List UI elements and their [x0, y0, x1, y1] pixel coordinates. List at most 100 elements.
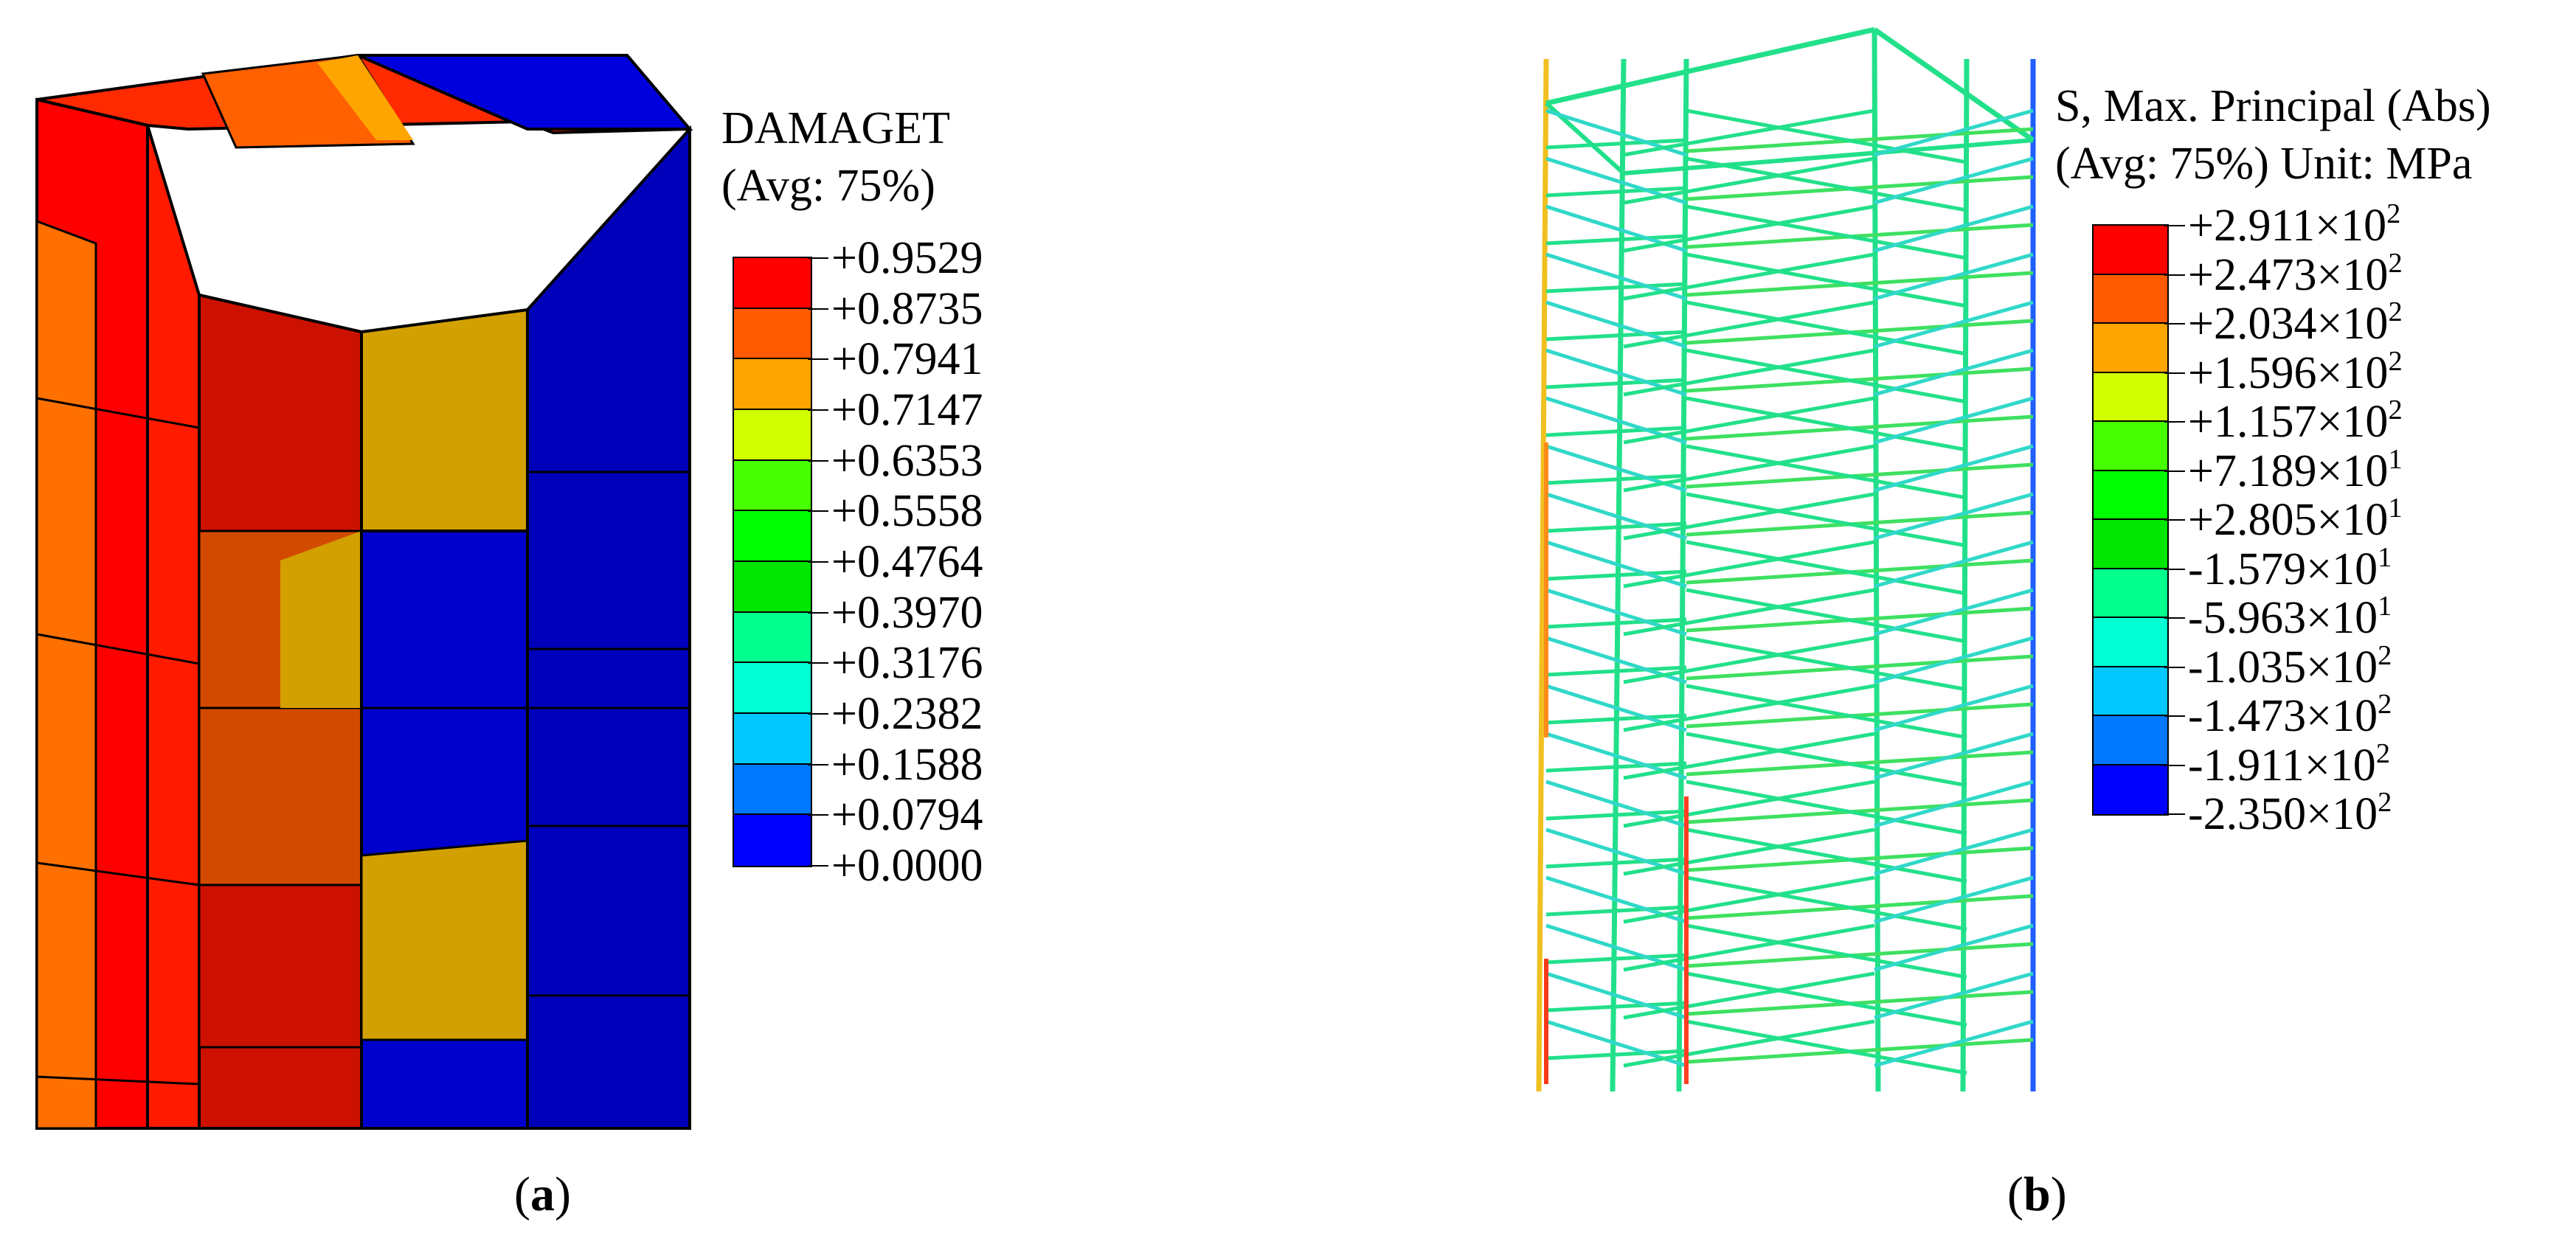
lattice-member: [1874, 827, 2034, 876]
legend-tick-line: [2164, 617, 2185, 619]
lattice-member: [1686, 1019, 1967, 1075]
lattice-member: [1686, 319, 2034, 345]
legend-swatch: [734, 359, 811, 410]
legend-tick-line: [808, 358, 828, 361]
lattice-member: [1623, 732, 1875, 780]
lattice-member: [1686, 702, 2034, 729]
lattice-member: [1686, 606, 2034, 633]
legend-tick-line: [808, 308, 828, 310]
legend-swatch: [2094, 569, 2167, 618]
lattice-member: [1874, 444, 2034, 493]
legend-tick-label: +0.7941: [831, 334, 983, 385]
lattice-member: [1545, 426, 1687, 437]
legend-swatch: [2094, 372, 2167, 422]
lattice-member: [1874, 540, 2034, 589]
legend-swatch: [734, 561, 811, 613]
legend-tick-label: +2.473×102: [2188, 247, 2403, 300]
legend-swatch: [2094, 422, 2167, 471]
legend-tick-label: +0.3970: [831, 587, 983, 638]
lattice-member: [1874, 971, 2034, 1020]
lattice-member: [1623, 348, 1875, 397]
lattice-member: [1874, 156, 2034, 205]
legend-tick-label: -1.035×102: [2188, 639, 2392, 692]
lattice-member: [1545, 617, 1687, 629]
lattice-member: [1545, 27, 1875, 106]
legend-swatch: [734, 612, 811, 664]
legend-tick-line: [808, 510, 828, 513]
legend-tick-line: [2164, 764, 2185, 766]
legend-tick-label: +0.1588: [831, 739, 983, 790]
lattice-member: [1686, 750, 2034, 777]
lattice-member: [1686, 444, 1967, 500]
legend-tick-label: -2.350×102: [2188, 787, 2392, 839]
legend-swatch: [734, 815, 811, 866]
panel-b-letter: b: [2023, 1167, 2051, 1221]
legend-tick-label: +0.8735: [831, 283, 983, 334]
lattice-member: [1874, 923, 2034, 972]
lattice-member: [1545, 1049, 1687, 1060]
legend-a-colorbar: [733, 257, 812, 867]
panel-b: S, Max. Principal (Abs) (Avg: 75%) Unit:…: [1288, 0, 2576, 1236]
stress-lattice-frame: [1536, 27, 2036, 1092]
legend-tick-label: +0.3176: [831, 638, 983, 689]
legend-tick-label: +1.157×102: [2188, 395, 2403, 447]
lattice-member: [1545, 713, 1687, 725]
lattice-member: [1545, 1001, 1687, 1013]
legend-tick-label: +2.034×102: [2188, 296, 2403, 349]
legend-b-title: S, Max. Principal (Abs) (Avg: 75%) Unit:…: [2055, 77, 2491, 192]
lattice-member: [1686, 414, 2034, 441]
legend-tick-label: -1.473×102: [2188, 689, 2392, 741]
legend-tick-label: +2.805×101: [2188, 493, 2403, 545]
legend-tick-label: +0.7147: [831, 385, 983, 435]
legend-tick-label: +7.189×101: [2188, 443, 2403, 496]
lattice-member: [1623, 204, 1875, 253]
legend-tick-line: [2164, 519, 2185, 521]
legend-tick-line: [2164, 715, 2185, 717]
lattice-member: [1872, 27, 2035, 142]
lattice-member: [1686, 971, 1967, 1027]
lattice-member: [1686, 798, 2034, 824]
lattice-member: [1686, 348, 1967, 404]
panel-a-letter: a: [530, 1167, 555, 1221]
lattice-member: [1686, 492, 1967, 548]
lattice-member: [1874, 684, 2034, 732]
legend-tick-line: [2164, 323, 2185, 324]
lattice-member: [1623, 444, 1875, 493]
legend-b-colorbar: [2092, 224, 2169, 816]
legend-swatch: [734, 258, 811, 309]
lattice-member: [1623, 636, 1875, 684]
lattice-member: [1686, 846, 2034, 872]
lattice-member: [1545, 521, 1687, 533]
lattice-member: [1545, 138, 1687, 150]
lattice-member: [1686, 780, 1967, 836]
lattice-member: [1686, 367, 2034, 393]
legend-a-title: DAMAGET (Avg: 75%): [721, 100, 950, 215]
legend-tick-line: [808, 865, 828, 867]
lattice-member: [1545, 569, 1687, 581]
legend-swatch: [734, 764, 811, 816]
lattice-member: [1686, 204, 1967, 260]
lattice-member: [1874, 252, 2034, 301]
lattice-member: [1623, 875, 1875, 924]
lattice-member: [1623, 252, 1875, 301]
lattice-member: [1874, 1019, 2034, 1068]
legend-tick-line: [2164, 568, 2185, 570]
lattice-member: [1623, 923, 1875, 972]
legend-swatch: [734, 460, 811, 512]
lattice-member: [1686, 684, 1967, 740]
lattice-member: [1623, 827, 1875, 876]
lattice-member: [1686, 990, 2034, 1016]
legend-a-title-line1: DAMAGET: [721, 103, 950, 153]
lattice-member: [1686, 175, 2034, 201]
legend-tick-label: +0.0794: [831, 790, 983, 841]
lattice-member: [1623, 156, 1875, 205]
lattice-member: [1874, 875, 2034, 924]
legend-tick-line: [808, 611, 828, 614]
lattice-member: [1686, 510, 2034, 537]
legend-tick-line: [2164, 421, 2185, 423]
legend-tick-label: +0.2382: [831, 689, 983, 739]
legend-tick-label: +0.5558: [831, 486, 983, 537]
lattice-member: [1874, 588, 2034, 636]
legend-tick-line: [808, 257, 828, 259]
legend-swatch: [2094, 618, 2167, 667]
